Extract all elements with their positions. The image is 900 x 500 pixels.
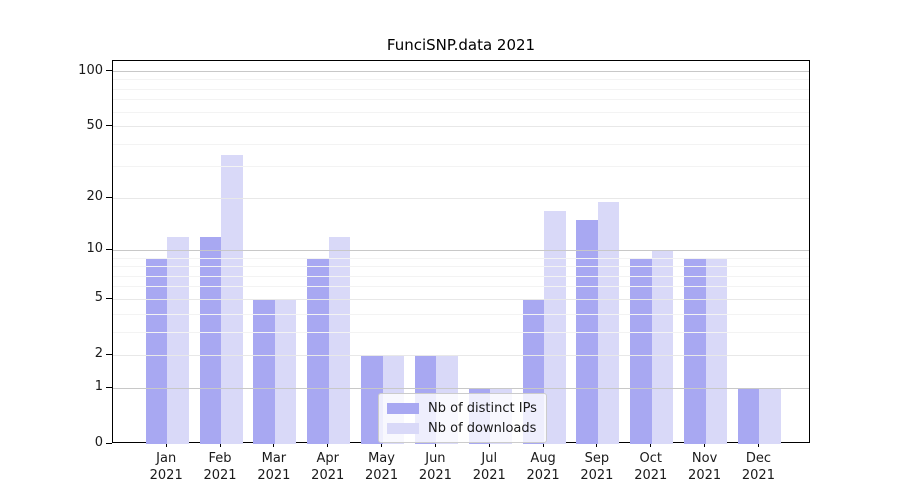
x-tick-label-dec: Dec 2021 (741, 451, 775, 483)
x-tick-label-jul: Jul 2021 (472, 451, 506, 483)
major-gridline (113, 354, 809, 356)
y-tick-mark (106, 297, 112, 299)
x-tick-label-nov: Nov 2021 (688, 451, 722, 483)
x-tick-label-jun: Jun 2021 (418, 451, 452, 483)
bar-dec-distinct-ips (737, 388, 760, 444)
plot-area (112, 60, 810, 444)
decade-gridline (113, 387, 809, 389)
minor-gridline (113, 266, 809, 268)
y-tick-label: 5 (94, 290, 103, 306)
y-tick-label: 1 (94, 379, 103, 395)
x-tick-mark (596, 443, 598, 447)
minor-gridline (113, 166, 809, 168)
bar-oct-distinct-ips (630, 258, 652, 444)
x-tick-mark (434, 443, 436, 447)
x-tick-label-feb: Feb 2021 (203, 451, 237, 483)
bar-nov-downloads (705, 258, 728, 444)
x-tick-mark (219, 443, 221, 447)
decade-gridline (113, 71, 809, 72)
bar-oct-downloads (651, 250, 674, 444)
chart-title: FunciSNP.data 2021 (386, 36, 536, 54)
bar-jan-downloads (167, 237, 189, 444)
x-tick-label-may: May 2021 (365, 451, 399, 483)
x-tick-label-jan: Jan 2021 (149, 451, 183, 483)
y-tick-mark (106, 353, 112, 355)
y-tick-label: 100 (78, 62, 103, 78)
legend-item-distinct-ips: Nb of distinct IPs (387, 399, 537, 417)
bar-apr-distinct-ips (307, 258, 329, 444)
minor-gridline (113, 143, 809, 145)
y-tick-label: 0 (94, 435, 103, 450)
bar-aug-downloads (544, 210, 566, 444)
minor-gridline (113, 99, 809, 101)
x-tick-mark (704, 443, 706, 447)
major-gridline (113, 197, 809, 199)
downloads-swatch (387, 422, 419, 434)
y-tick-mark (106, 70, 112, 71)
minor-gridline (113, 275, 809, 277)
y-tick-mark (106, 442, 112, 444)
y-tick-mark (106, 386, 112, 388)
distinct-ips-swatch (387, 402, 419, 414)
bar-sep-downloads (597, 202, 620, 444)
major-gridline (113, 126, 809, 128)
x-tick-label-oct: Oct 2021 (634, 451, 668, 483)
legend: Nb of distinct IPs Nb of downloads (378, 393, 547, 443)
bar-dec-downloads (759, 388, 781, 444)
x-tick-label-sep: Sep 2021 (580, 451, 614, 483)
y-tick-label: 10 (86, 241, 103, 257)
x-tick-mark (165, 443, 167, 447)
bar-apr-downloads (328, 237, 351, 444)
minor-gridline (113, 88, 809, 90)
minor-gridline (113, 111, 809, 113)
x-tick-mark (757, 443, 759, 447)
x-tick-mark (381, 443, 383, 447)
y-tick-label: 2 (94, 346, 103, 362)
decade-gridline (113, 249, 809, 251)
x-tick-label-aug: Aug 2021 (526, 451, 560, 483)
y-tick-mark (106, 196, 112, 198)
bar-may-distinct-ips (361, 355, 383, 444)
x-tick-mark (488, 443, 490, 447)
minor-gridline (113, 79, 809, 81)
x-tick-label-apr: Apr 2021 (311, 451, 345, 483)
y-tick-label: 50 (86, 117, 103, 133)
minor-gridline (113, 257, 809, 259)
minor-gridline (113, 286, 809, 288)
y-tick-label: 20 (86, 189, 103, 205)
x-tick-mark (327, 443, 329, 447)
x-tick-mark (273, 443, 275, 447)
bar-mar-downloads (274, 299, 297, 444)
bar-mar-distinct-ips (253, 299, 275, 444)
bar-feb-distinct-ips (199, 237, 221, 444)
x-tick-mark (542, 443, 544, 447)
minor-gridline (113, 331, 809, 333)
x-tick-label-mar: Mar 2021 (257, 451, 291, 483)
bar-nov-distinct-ips (684, 258, 706, 444)
y-tick-mark (106, 125, 112, 127)
legend-label: Nb of downloads (428, 420, 537, 436)
bar-jan-distinct-ips (145, 258, 168, 444)
major-gridline (113, 298, 809, 300)
legend-item-downloads: Nb of downloads (387, 419, 537, 437)
y-tick-mark (106, 248, 112, 250)
legend-label: Nb of distinct IPs (428, 400, 537, 416)
minor-gridline (113, 313, 809, 315)
x-tick-mark (650, 443, 652, 447)
